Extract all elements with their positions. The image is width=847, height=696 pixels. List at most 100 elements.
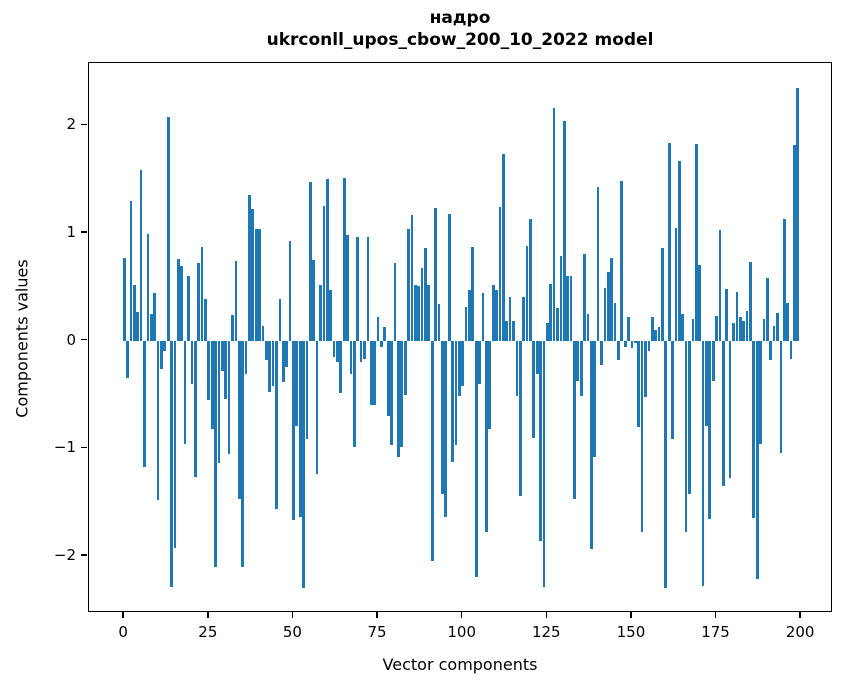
x-tick-label: 125 [531, 623, 561, 641]
x-tick-mark [376, 612, 378, 618]
bar [393, 263, 397, 341]
bar [322, 206, 326, 341]
bar [275, 340, 278, 509]
bar [325, 179, 329, 341]
bar [769, 340, 773, 361]
bar [369, 340, 373, 406]
bar [691, 319, 695, 341]
bar [143, 340, 146, 467]
bar [793, 144, 796, 341]
bar [214, 340, 217, 567]
x-tick-label: 100 [447, 623, 476, 641]
bar [698, 265, 701, 341]
bar [512, 321, 515, 341]
bar [237, 340, 241, 499]
bar [569, 276, 573, 341]
bar [122, 257, 126, 341]
bar [305, 340, 309, 439]
bar [559, 255, 563, 341]
bar [281, 340, 285, 382]
x-tick-mark [460, 612, 463, 618]
bar [539, 340, 542, 541]
bar [166, 116, 170, 341]
bar [265, 340, 268, 361]
bar [403, 340, 407, 395]
bar [654, 329, 657, 341]
x-tick-label: 0 [118, 623, 128, 641]
bar [640, 340, 644, 533]
bar [129, 200, 133, 341]
bar [204, 298, 207, 341]
bar [779, 340, 783, 453]
bar [454, 340, 458, 446]
bar [298, 340, 302, 518]
x-axis-label: Vector components [382, 655, 538, 674]
bar [139, 169, 143, 341]
bar [525, 245, 529, 341]
x-tick-mark [799, 612, 801, 618]
bar [386, 340, 390, 417]
bar [501, 154, 505, 341]
bar [149, 313, 153, 341]
bar [224, 340, 228, 399]
bar [468, 290, 471, 341]
bar [180, 266, 184, 341]
bar [126, 340, 129, 379]
bar [617, 340, 620, 361]
bar [231, 314, 234, 341]
x-tick-mark [207, 612, 209, 618]
bar [677, 160, 681, 341]
bar [383, 326, 387, 341]
bar [789, 340, 793, 359]
bar [596, 186, 600, 341]
bar [661, 248, 664, 341]
bar [461, 340, 465, 386]
bar [251, 209, 255, 341]
bar [705, 340, 708, 426]
bar [765, 278, 769, 341]
chart-title-model: ukrconll_upos_cbow_200_10_2022 model [266, 30, 654, 50]
bar [413, 284, 417, 341]
bar [190, 340, 194, 384]
bar [441, 340, 444, 494]
bar [160, 340, 163, 369]
bar [586, 313, 590, 341]
bar [349, 340, 353, 375]
bar [776, 312, 779, 341]
bar [427, 284, 431, 341]
bar [417, 285, 421, 341]
y-axis-label: Components values [12, 259, 32, 418]
bar [200, 247, 204, 341]
bar [545, 323, 549, 341]
bar [637, 340, 641, 427]
bar [610, 257, 613, 341]
bar [752, 340, 756, 519]
bar [397, 340, 400, 457]
bar [359, 340, 363, 363]
bar [471, 247, 475, 341]
bar [755, 340, 759, 579]
bar [207, 340, 211, 400]
bar [464, 307, 468, 341]
y-tick-mark [81, 554, 87, 556]
y-tick-label: −2 [53, 545, 76, 564]
bar [745, 310, 749, 341]
bar [234, 261, 238, 341]
bar [451, 340, 454, 463]
bar [684, 340, 688, 533]
y-tick-label: 1 [66, 223, 76, 242]
x-tick-mark [122, 612, 124, 618]
bar [356, 237, 360, 341]
bar [173, 340, 177, 549]
bar [261, 325, 265, 341]
x-tick-label: 25 [198, 623, 218, 641]
bar [749, 262, 752, 341]
bar [288, 240, 292, 341]
bar [664, 340, 668, 589]
bar [177, 258, 180, 341]
bar [732, 323, 735, 341]
bar [796, 87, 800, 341]
bar [633, 340, 637, 343]
chart-title-word: надро [429, 8, 491, 28]
bar [508, 296, 512, 341]
